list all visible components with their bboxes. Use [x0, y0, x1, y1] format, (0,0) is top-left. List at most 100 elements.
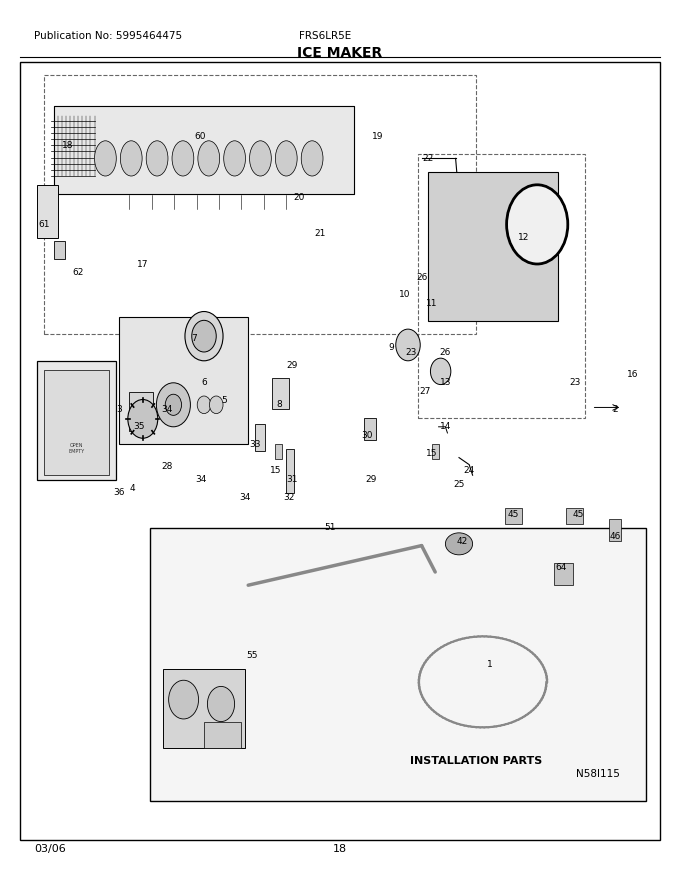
Bar — [505, 508, 522, 524]
Text: 20: 20 — [294, 194, 305, 202]
Bar — [150, 528, 646, 801]
Text: 27: 27 — [420, 387, 430, 396]
Text: 55: 55 — [246, 651, 257, 660]
Bar — [428, 172, 558, 321]
Text: 19: 19 — [372, 132, 383, 141]
Text: 22: 22 — [423, 154, 434, 163]
Text: 45: 45 — [573, 510, 583, 519]
Circle shape — [197, 396, 211, 414]
Bar — [609, 519, 621, 541]
Text: 34: 34 — [195, 475, 206, 484]
Text: 46: 46 — [610, 532, 621, 541]
Text: 60: 60 — [195, 132, 206, 141]
Text: FRS6LR5E: FRS6LR5E — [299, 31, 352, 40]
Text: 23: 23 — [406, 348, 417, 356]
Text: 9: 9 — [388, 343, 394, 352]
Ellipse shape — [275, 141, 297, 176]
Circle shape — [507, 185, 568, 264]
Bar — [286, 449, 294, 493]
Text: 33: 33 — [250, 440, 260, 449]
Text: 25: 25 — [454, 480, 464, 488]
Text: 32: 32 — [284, 493, 294, 502]
Text: 18: 18 — [63, 141, 73, 150]
Text: 26: 26 — [416, 273, 427, 282]
Text: 34: 34 — [239, 493, 250, 502]
Text: 8: 8 — [276, 400, 282, 409]
Text: 5: 5 — [222, 396, 227, 405]
Text: 61: 61 — [39, 220, 50, 229]
Bar — [37, 361, 116, 480]
Ellipse shape — [224, 141, 245, 176]
Bar — [418, 154, 585, 418]
Text: 1: 1 — [487, 660, 492, 669]
Bar — [255, 424, 265, 451]
Text: 42: 42 — [457, 537, 468, 546]
Text: OPEN
EMPTY: OPEN EMPTY — [68, 444, 84, 454]
Text: INSTALLATION PARTS: INSTALLATION PARTS — [410, 756, 542, 766]
Ellipse shape — [146, 141, 168, 176]
Circle shape — [128, 400, 158, 438]
Text: 3: 3 — [116, 405, 122, 414]
Text: 51: 51 — [324, 524, 335, 532]
Ellipse shape — [198, 141, 220, 176]
Bar — [272, 378, 289, 409]
Text: 21: 21 — [314, 229, 325, 238]
Text: 17: 17 — [137, 260, 148, 268]
Circle shape — [396, 329, 420, 361]
Text: 64: 64 — [556, 563, 566, 572]
Text: 4: 4 — [130, 484, 135, 493]
Bar — [163, 669, 245, 748]
Bar — [37, 185, 58, 238]
Text: 31: 31 — [287, 475, 298, 484]
Ellipse shape — [120, 141, 142, 176]
Ellipse shape — [445, 532, 473, 555]
Bar — [554, 563, 573, 585]
Text: 45: 45 — [508, 510, 519, 519]
Circle shape — [192, 320, 216, 352]
Text: 10: 10 — [399, 290, 410, 299]
Text: 26: 26 — [440, 348, 451, 356]
Polygon shape — [54, 106, 354, 194]
Text: 29: 29 — [365, 475, 376, 484]
Bar — [566, 508, 583, 524]
Bar — [20, 62, 660, 840]
Text: 15: 15 — [426, 449, 437, 458]
Text: 24: 24 — [464, 466, 475, 475]
Text: 7: 7 — [191, 334, 197, 343]
Text: 23: 23 — [569, 378, 580, 387]
Circle shape — [165, 394, 182, 415]
Circle shape — [430, 358, 451, 385]
Bar — [44, 370, 109, 475]
Circle shape — [207, 686, 235, 722]
Text: 36: 36 — [114, 488, 124, 497]
Text: 13: 13 — [440, 378, 451, 387]
Ellipse shape — [301, 141, 323, 176]
Bar — [275, 444, 282, 459]
Circle shape — [169, 680, 199, 719]
Circle shape — [209, 396, 223, 414]
Bar — [432, 444, 439, 459]
Ellipse shape — [172, 141, 194, 176]
Text: 15: 15 — [270, 466, 281, 475]
Ellipse shape — [95, 141, 116, 176]
Text: 12: 12 — [518, 233, 529, 242]
Text: 11: 11 — [426, 299, 437, 308]
Text: 16: 16 — [627, 370, 638, 378]
Text: 29: 29 — [287, 361, 298, 370]
Bar — [54, 241, 65, 259]
Bar — [129, 392, 153, 431]
Text: 03/06: 03/06 — [34, 844, 66, 854]
Bar — [44, 75, 476, 334]
Circle shape — [185, 312, 223, 361]
Text: 2: 2 — [613, 405, 618, 414]
Text: ICE MAKER: ICE MAKER — [297, 46, 383, 60]
Bar — [204, 722, 241, 748]
Text: 14: 14 — [440, 422, 451, 431]
Bar — [119, 317, 248, 444]
Ellipse shape — [250, 141, 271, 176]
Text: 34: 34 — [161, 405, 172, 414]
Text: N58I115: N58I115 — [577, 769, 620, 779]
Text: 30: 30 — [362, 431, 373, 440]
Text: 6: 6 — [201, 378, 207, 387]
Bar — [364, 418, 376, 440]
